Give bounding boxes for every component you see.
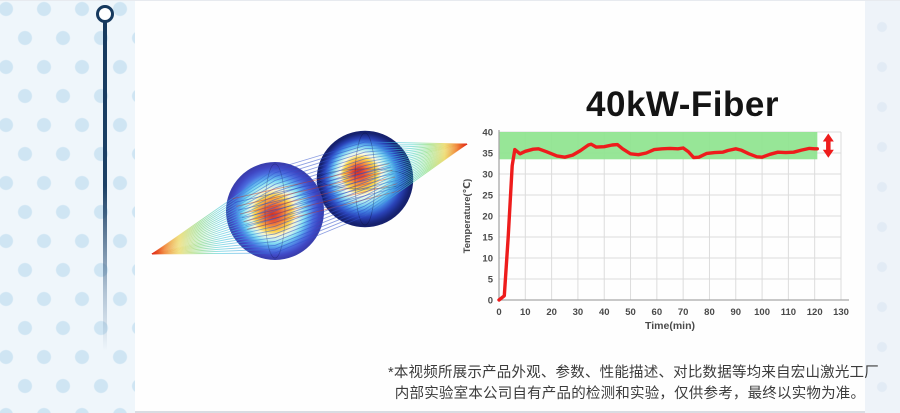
disclaimer-text: *本视频所展示产品外观、参数、性能描述、对比数据等均来自宏山激光工厂 内部实验室… [388, 363, 879, 404]
svg-text:20: 20 [546, 307, 557, 318]
disclaimer-line-1: *本视频所展示产品外观、参数、性能描述、对比数据等均来自宏山激光工厂 [388, 365, 879, 381]
svg-text:130: 130 [833, 307, 849, 318]
svg-text:110: 110 [781, 307, 796, 318]
svg-text:0: 0 [496, 307, 501, 318]
right-edge-strip [865, 1, 900, 413]
svg-text:100: 100 [754, 307, 770, 318]
temperature-chart: 0 10 20 30 40 50 60 70 80 90 100 110 120 130 0 5 10 15 20 2… [462, 128, 849, 331]
svg-text:10: 10 [482, 254, 493, 265]
polka-dot-panel [0, 1, 135, 413]
pin-line [103, 21, 107, 351]
svg-text:20: 20 [482, 212, 493, 223]
svg-text:30: 30 [482, 170, 493, 181]
svg-text:70: 70 [678, 307, 689, 318]
svg-text:90: 90 [730, 307, 741, 318]
svg-text:30: 30 [573, 307, 584, 318]
chart-title: 40kW-Fiber [586, 85, 779, 124]
svg-text:0: 0 [488, 296, 493, 307]
svg-text:40: 40 [599, 307, 610, 318]
svg-text:15: 15 [482, 233, 493, 244]
svg-text:50: 50 [625, 307, 636, 318]
disclaimer-line-2: 内部实验室本公司自有产品的检测和实验，仅供参考，最终以实物为准。 [394, 385, 866, 402]
light-rays [151, 141, 468, 255]
svg-text:10: 10 [520, 307, 531, 318]
ray-tracing-visual [151, 130, 468, 260]
svg-text:Time(min): Time(min) [645, 320, 695, 331]
svg-text:35: 35 [482, 149, 493, 160]
svg-text:25: 25 [482, 191, 493, 202]
svg-text:5: 5 [488, 275, 494, 286]
svg-text:60: 60 [652, 307, 663, 318]
svg-text:80: 80 [704, 307, 715, 318]
svg-text:Temperature(℃): Temperature(℃) [462, 179, 473, 254]
svg-text:40: 40 [482, 128, 493, 139]
svg-text:120: 120 [807, 307, 823, 318]
